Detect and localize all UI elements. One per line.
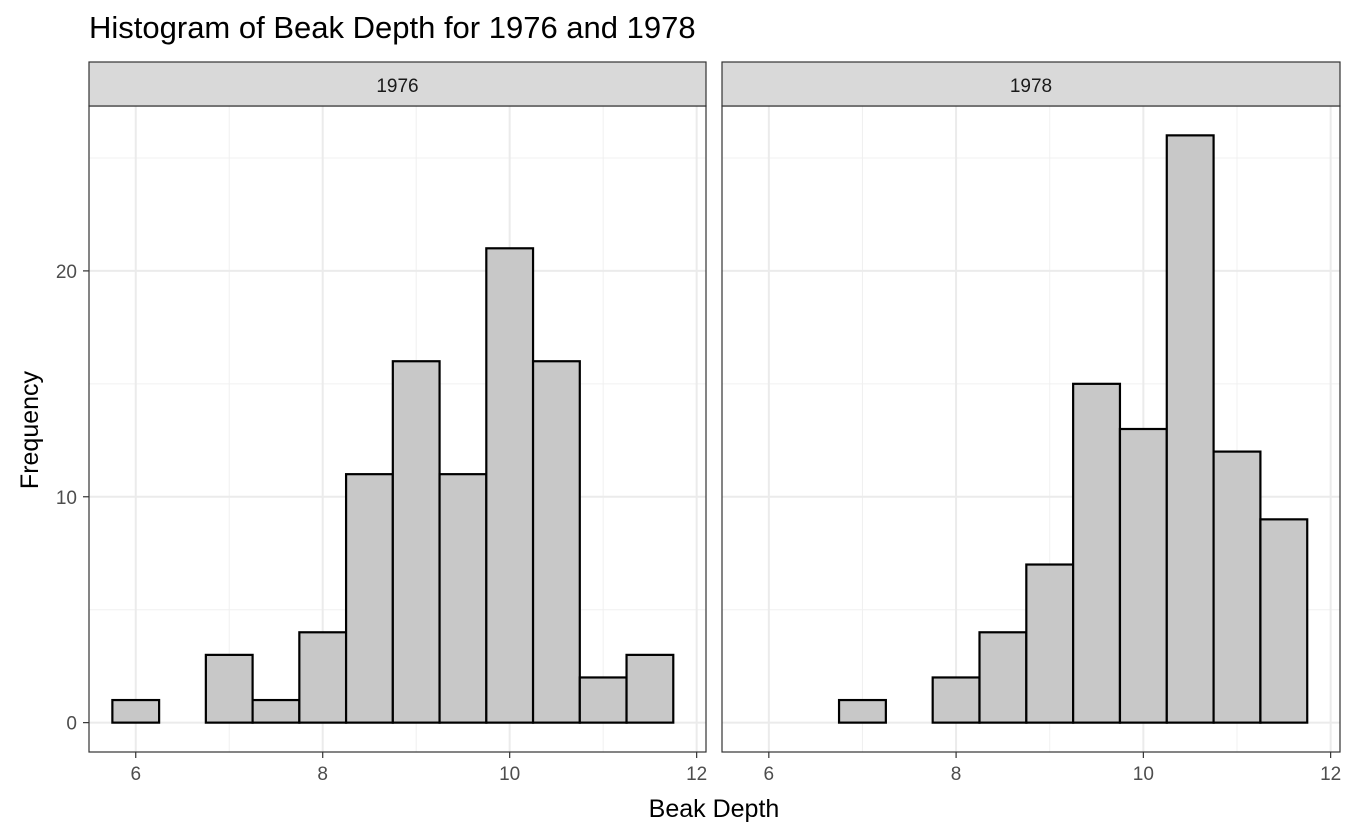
histogram-bar [1212, 450, 1262, 724]
x-tick-label: 8 [951, 764, 962, 785]
x-tick-label: 6 [764, 764, 775, 785]
facet-strip [88, 61, 707, 107]
histogram-bar [1165, 134, 1215, 724]
x-tick-label: 12 [686, 764, 707, 785]
y-tick-label: 10 [56, 488, 77, 509]
histogram-bar [391, 360, 441, 724]
y-tick-label: 20 [56, 262, 77, 283]
chart-title: Histogram of Beak Depth for 1976 and 197… [89, 10, 696, 45]
histogram-bar [1025, 563, 1075, 724]
histogram-bar [531, 360, 581, 724]
histogram-bar [111, 698, 161, 724]
x-tick-label: 10 [499, 764, 520, 785]
facet-strip-label: 1976 [376, 76, 418, 97]
facet-panel-1978: 1978 6 8 10 12 [721, 61, 1341, 785]
histogram-bar [1072, 382, 1122, 724]
histogram-bar [578, 676, 628, 724]
histogram-bar [625, 653, 675, 724]
histogram-bar [1259, 518, 1309, 724]
y-tick-label: 0 [66, 714, 77, 735]
histogram-bar [978, 631, 1028, 724]
histogram-bar [251, 698, 301, 724]
x-tick-label: 10 [1133, 764, 1154, 785]
x-tick-label: 6 [130, 764, 141, 785]
y-axis-title: Frequency [16, 370, 44, 489]
histogram-bar [344, 473, 394, 724]
histogram-bar [438, 473, 488, 724]
histogram-bar [931, 676, 981, 724]
plot-layer: 1976 6 8 10 12 0 10 20 1978 6 8 10 12 [56, 61, 1341, 785]
histogram-bar [1118, 427, 1168, 724]
facet-strip [721, 61, 1341, 107]
x-tick-label: 12 [1320, 764, 1341, 785]
histogram-bar [837, 698, 887, 724]
x-axis-title: Beak Depth [649, 795, 780, 823]
histogram-bar [485, 247, 535, 724]
histogram-bar [204, 653, 254, 724]
histogram-bar [298, 631, 348, 724]
facet-strip-label: 1978 [1010, 76, 1052, 97]
x-tick-label: 8 [317, 764, 328, 785]
facet-panel-1976: 1976 6 8 10 12 0 10 20 [56, 61, 707, 785]
